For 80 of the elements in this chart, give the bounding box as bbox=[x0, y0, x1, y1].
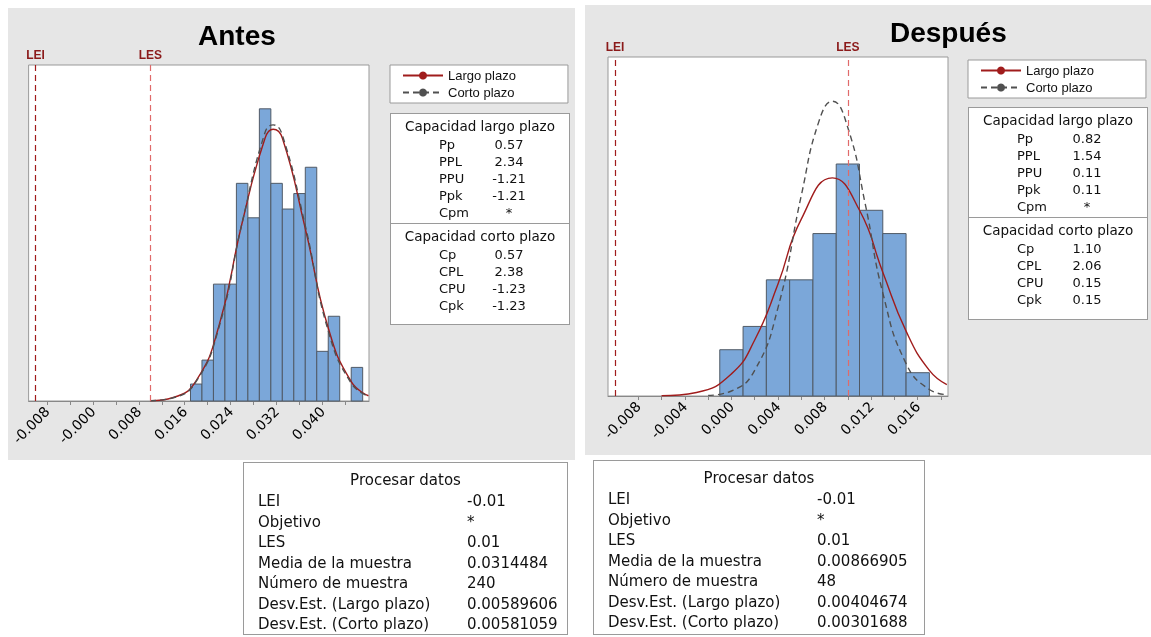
text: 48 bbox=[817, 571, 837, 592]
text: 0.11 bbox=[1071, 181, 1103, 198]
text: 2.06 bbox=[1071, 257, 1103, 274]
text: CPL bbox=[438, 263, 465, 280]
text: Media de la muestra bbox=[257, 552, 413, 573]
text: PPL bbox=[1016, 147, 1041, 164]
text: 0.82 bbox=[1071, 130, 1103, 147]
text: LES bbox=[607, 530, 637, 551]
text: Desv.Est. (Largo plazo) bbox=[607, 591, 782, 612]
text: LEI bbox=[607, 489, 632, 510]
text: 240 bbox=[467, 573, 496, 594]
text: 0.0314484 bbox=[467, 552, 549, 573]
text: Objetivo bbox=[257, 511, 322, 532]
text: 0.01 bbox=[817, 530, 851, 551]
text: LEI bbox=[257, 491, 282, 512]
text: 0.15 bbox=[1071, 291, 1103, 308]
text: Capacidad largo plazo bbox=[404, 118, 556, 134]
text: Desv.Est. (Largo plazo) bbox=[257, 593, 432, 614]
text: Capacidad largo plazo bbox=[982, 112, 1134, 128]
text: -0.01 bbox=[817, 489, 856, 510]
text: 1.10 bbox=[1071, 240, 1103, 257]
legend-label: Largo plazo bbox=[1026, 63, 1094, 78]
text: Ppk bbox=[1016, 181, 1042, 198]
text: 0.00404674 bbox=[817, 591, 908, 612]
text: Pp bbox=[1016, 130, 1035, 147]
text: 0.00866905 bbox=[817, 550, 908, 571]
text: 2.38 bbox=[493, 263, 525, 280]
text: Objetivo bbox=[607, 509, 672, 530]
text: Desv.Est. (Corto plazo) bbox=[257, 614, 431, 635]
legend-label: Largo plazo bbox=[448, 68, 516, 83]
legend-label: Corto plazo bbox=[1026, 80, 1093, 95]
text: Cpm bbox=[438, 204, 470, 221]
text: PPU bbox=[438, 170, 466, 187]
text: 0.57 bbox=[493, 246, 525, 263]
text: -1.21 bbox=[491, 187, 527, 204]
text: Cpk bbox=[1016, 291, 1043, 308]
text: CPU bbox=[1016, 274, 1045, 291]
text: -1.23 bbox=[491, 297, 527, 314]
text: Media de la muestra bbox=[607, 550, 763, 571]
text: * bbox=[467, 511, 475, 532]
text: 0.00581059 bbox=[467, 614, 558, 635]
text: 0.00589606 bbox=[467, 593, 558, 614]
text: Ppk bbox=[438, 187, 464, 204]
text: Cp bbox=[1016, 240, 1036, 257]
text: Pp bbox=[438, 136, 457, 153]
text: 0.01 bbox=[467, 532, 501, 553]
ref-line-label: LES bbox=[138, 48, 162, 62]
chart-title: Antes bbox=[198, 19, 276, 51]
text: Capacidad corto plazo bbox=[981, 222, 1135, 238]
text: * bbox=[1082, 198, 1092, 215]
text: -0.01 bbox=[467, 491, 506, 512]
legend-label: Corto plazo bbox=[448, 85, 515, 100]
text: LES bbox=[257, 532, 287, 553]
text: 1.54 bbox=[1071, 147, 1103, 164]
ref-line-label: LEI bbox=[605, 40, 625, 54]
text: 0.11 bbox=[1071, 164, 1103, 181]
text: Desv.Est. (Corto plazo) bbox=[607, 612, 781, 633]
text: Cpm bbox=[1016, 198, 1048, 215]
text: PPU bbox=[1016, 164, 1044, 181]
text: Número de muestra bbox=[257, 573, 410, 594]
chart-title: Después bbox=[890, 16, 1007, 48]
text: 0.15 bbox=[1071, 274, 1103, 291]
ref-line-label: LES bbox=[836, 40, 860, 54]
text: Cp bbox=[438, 246, 458, 263]
text: Número de muestra bbox=[607, 571, 760, 592]
text: 0.57 bbox=[493, 136, 525, 153]
text: 0.00301688 bbox=[817, 612, 908, 633]
ref-line-label: LEI bbox=[26, 48, 45, 62]
text: -1.21 bbox=[491, 170, 527, 187]
text: PPL bbox=[438, 153, 463, 170]
text: Cpk bbox=[438, 297, 465, 314]
text: Procesar datos bbox=[702, 469, 816, 487]
text: Capacidad corto plazo bbox=[403, 228, 557, 244]
text: * bbox=[817, 509, 825, 530]
text: * bbox=[504, 204, 514, 221]
text: CPU bbox=[438, 280, 467, 297]
text: CPL bbox=[1016, 257, 1043, 274]
text: -1.23 bbox=[491, 280, 527, 297]
text: 2.34 bbox=[493, 153, 525, 170]
text: Procesar datos bbox=[349, 471, 462, 489]
